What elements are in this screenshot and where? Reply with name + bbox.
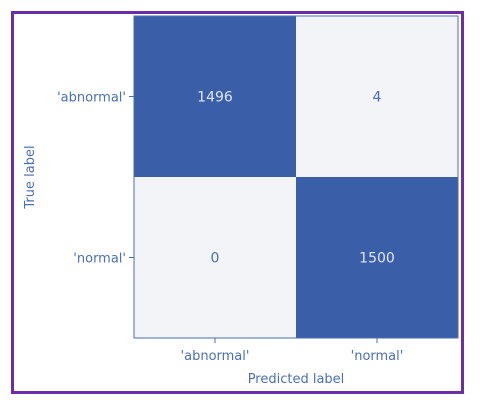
x-tick-label: 'abnormal' (181, 349, 250, 364)
cell-value-label: 0 (211, 251, 220, 267)
x-axis-ticks: 'abnormal' 'normal' (181, 338, 404, 364)
x-axis-title: Predicted label (248, 372, 345, 387)
cell-value-label: 1496 (197, 90, 233, 106)
cell-value-label: 4 (373, 90, 382, 106)
x-tick-label: 'normal' (351, 349, 404, 364)
y-tick-label: 'normal' (73, 252, 126, 267)
matrix-cell-r0-c1 (296, 16, 458, 177)
y-axis-ticks: 'abnormal' 'normal' (57, 91, 134, 267)
plot-border (133, 15, 459, 339)
matrix-cells: 1496 4 0 1500 (134, 16, 458, 338)
y-axis-title: True label (23, 145, 38, 209)
y-tick-label: 'abnormal' (57, 91, 126, 106)
matrix-cell-r1-c1 (296, 177, 458, 338)
matrix-cell-r1-c0 (134, 177, 296, 338)
cell-value-label: 1500 (359, 251, 395, 267)
matrix-cell-r0-c0 (134, 16, 296, 177)
